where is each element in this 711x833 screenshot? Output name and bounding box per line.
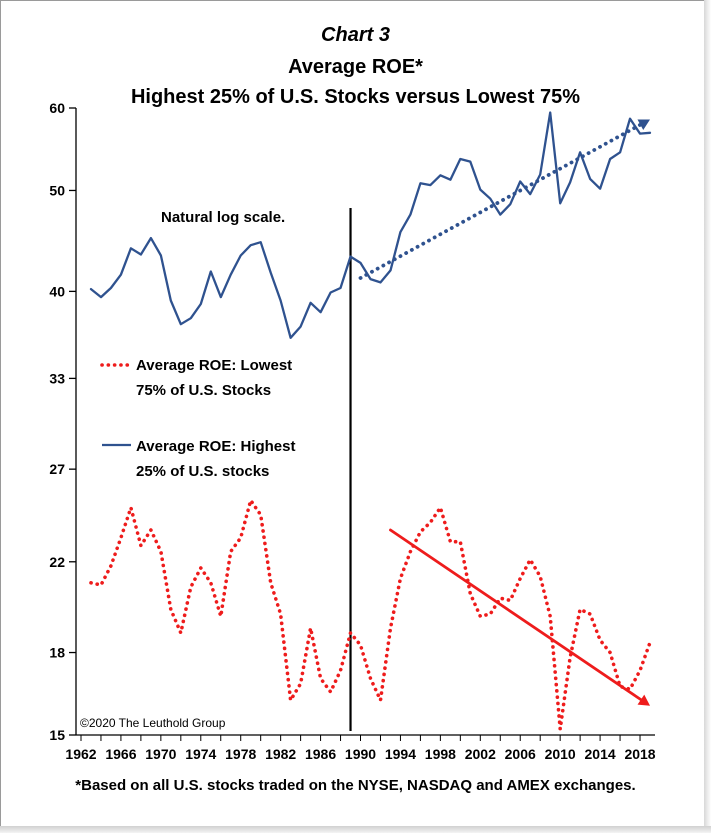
trendline-layer xyxy=(358,119,651,706)
x-tick-label-1990: 1990 xyxy=(345,746,376,762)
y-tick-label-27: 27 xyxy=(49,461,65,477)
x-tick-label-1974: 1974 xyxy=(185,746,216,762)
right-edge-shadow xyxy=(704,0,711,833)
legend-label-highest-25-line1: Average ROE: Highest xyxy=(136,438,296,455)
axes: 15 18 22 27 33 40 50 60 1962 1966 1970 1974 1978 1982… xyxy=(49,100,655,762)
x-tick-label-2006: 2006 xyxy=(505,746,536,762)
x-tick-label-1970: 1970 xyxy=(145,746,176,762)
x-tick-label-2002: 2002 xyxy=(465,746,496,762)
x-tick-label-1982: 1982 xyxy=(265,746,296,762)
series-line-highest-25 xyxy=(89,111,652,339)
y-tick-label-15: 15 xyxy=(49,727,65,743)
x-tick-label-1978: 1978 xyxy=(225,746,256,762)
y-tick-label-40: 40 xyxy=(49,283,65,299)
bottom-edge-shadow xyxy=(0,826,711,833)
chart-subtitle-1: Average ROE* xyxy=(288,56,423,78)
y-tick-label-60: 60 xyxy=(49,100,65,116)
x-tick-label-1966: 1966 xyxy=(105,746,136,762)
x-tick-label-1962: 1962 xyxy=(65,746,96,762)
x-tick-label-1986: 1986 xyxy=(305,746,336,762)
scale-note: Natural log scale. xyxy=(161,209,285,226)
trendline-lowest-75-arrowhead xyxy=(637,694,651,706)
series-line-lowest-75 xyxy=(89,498,652,731)
y-tick-label-22: 22 xyxy=(49,554,65,570)
chart-title: Chart 3 xyxy=(321,24,390,46)
legend-label-highest-25-line2: 25% of U.S. stocks xyxy=(136,463,269,480)
trendline-highest-25-arrowhead xyxy=(637,119,651,130)
footnote: *Based on all U.S. stocks traded on the … xyxy=(75,777,636,794)
chart-subtitle-2: Highest 25% of U.S. Stocks versus Lowest… xyxy=(130,86,581,108)
x-tick-label-1998: 1998 xyxy=(425,746,456,762)
trendline-lowest-75 xyxy=(389,528,643,702)
x-tick-label-2018: 2018 xyxy=(624,746,655,762)
y-tick-label-33: 33 xyxy=(49,370,65,386)
copyright-notice: ©2020 The Leuthold Group xyxy=(80,716,226,730)
legend: Average ROE: Lowest 75% of U.S. Stocks A… xyxy=(100,357,296,480)
legend-label-lowest-75-line2: 75% of U.S. Stocks xyxy=(136,382,271,399)
series-layer xyxy=(89,111,652,731)
x-tick-label-2014: 2014 xyxy=(585,746,616,762)
x-tick-label-2010: 2010 xyxy=(545,746,576,762)
y-tick-label-18: 18 xyxy=(49,645,65,661)
y-tick-label-50: 50 xyxy=(49,182,65,198)
trendline-highest-25 xyxy=(358,122,643,280)
legend-label-lowest-75-line1: Average ROE: Lowest xyxy=(136,357,292,374)
x-tick-label-1994: 1994 xyxy=(385,746,416,762)
